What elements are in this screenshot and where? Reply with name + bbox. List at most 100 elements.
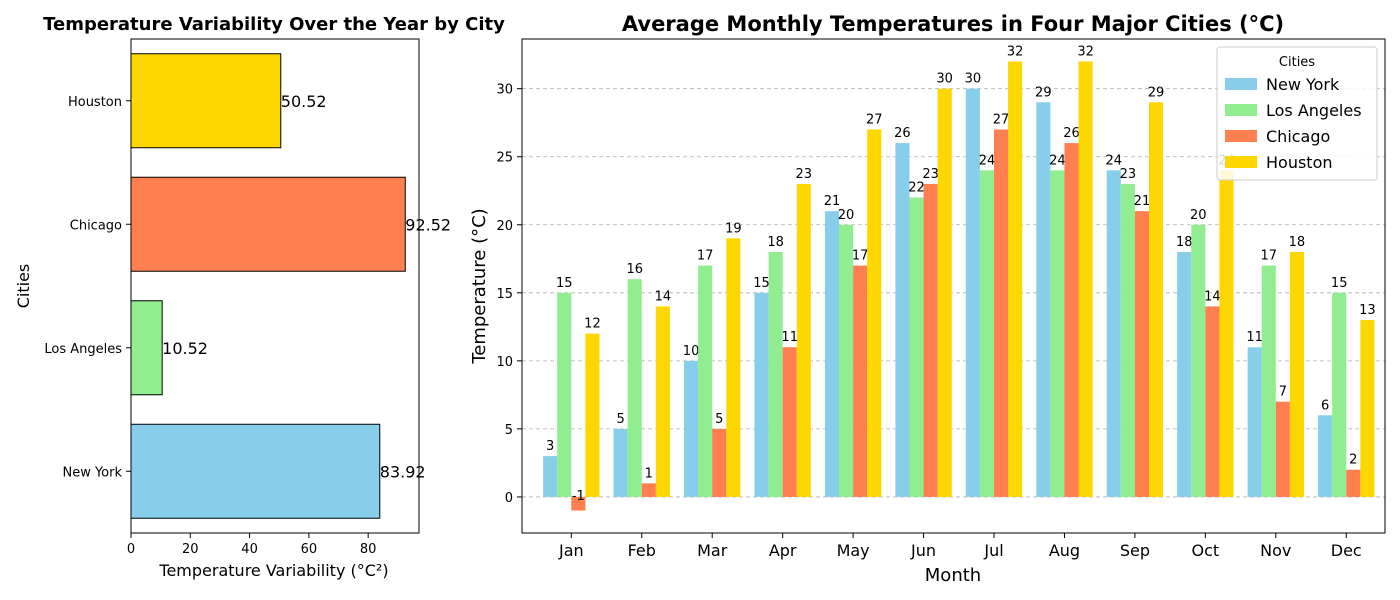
plot-frame [521, 38, 1386, 534]
bar-chicago-oct [1205, 306, 1220, 497]
bar-houston-jun [937, 88, 952, 497]
left-chart: 83.92 New York 10.52 Los Angeles 92.52 Chicag… [44, 38, 451, 557]
bar-new-york-dec [1318, 415, 1333, 497]
right-chart: 0510152025303510152126302924181161516171… [496, 38, 1386, 560]
bar-value-label: 29 [1148, 85, 1165, 100]
x-tick-label: Jul [983, 541, 1003, 560]
bar-chicago-apr [782, 347, 797, 497]
x-tick-label: 60 [301, 542, 318, 557]
bar-value-label: 29 [1035, 85, 1052, 100]
y-tick-label: 10 [496, 355, 513, 370]
x-tick-label: Sep [1120, 541, 1150, 560]
bar-value-label: 32 [1077, 44, 1094, 59]
legend-swatch [1225, 78, 1257, 90]
bar-chicago-feb [641, 483, 656, 497]
bar-los-angeles-sep [1120, 183, 1135, 497]
legend-swatch [1225, 130, 1257, 142]
bar-value-label: 17 [852, 249, 869, 264]
y-tick-label: 5 [505, 423, 513, 438]
x-tick-label: Nov [1260, 541, 1291, 560]
left-chart-xlabel: Temperature Variability (°C²) [158, 561, 388, 580]
x-tick-label: Dec [1331, 541, 1362, 560]
bar-chicago-nov [1275, 401, 1290, 497]
bar-value-label: 24 [1049, 153, 1066, 168]
bar-value-label: 17 [1260, 249, 1277, 264]
bar-value-label: 27 [993, 112, 1010, 127]
bar-new-york-jan [543, 456, 558, 497]
bar-value-label: 26 [1063, 126, 1080, 141]
bar-value-label: 23 [1120, 167, 1137, 182]
bar-new-york [130, 423, 381, 519]
bar-value-label: 10 [683, 344, 700, 359]
bar-houston-apr [796, 183, 811, 497]
bar-los-angeles-oct [1191, 224, 1206, 497]
left-chart-title: Temperature Variability Over the Year by… [43, 14, 505, 35]
bar-chicago-jan [571, 496, 586, 511]
bar-value-label: 23 [796, 167, 813, 182]
bar-houston [130, 53, 282, 149]
bar-value-label: 3 [546, 439, 554, 454]
bar-value-label: 30 [965, 72, 982, 87]
bar-value-label: 22 [908, 181, 925, 196]
x-tick-label: Feb [628, 541, 656, 560]
bar-chicago-sep [1134, 211, 1149, 497]
bar-value-label: 18 [767, 235, 784, 250]
bar-value-label: 1 [645, 466, 653, 481]
y-tick-label: 20 [496, 219, 513, 234]
x-tick-label: May [837, 541, 870, 560]
bar-los-angeles-feb [627, 279, 642, 497]
bar-value-label: 50.52 [281, 92, 327, 111]
bar-value-label: 17 [697, 249, 714, 264]
bar-chicago-mar [712, 428, 727, 497]
bar-los-angeles-may [839, 224, 854, 497]
bar-houston-jul [1008, 61, 1023, 497]
bar-los-angeles-dec [1332, 292, 1347, 497]
bar-los-angeles-mar [698, 265, 713, 497]
bar-value-label: 24 [979, 153, 996, 168]
bar-los-angeles-jan [557, 292, 572, 497]
bar-chicago-aug [1064, 143, 1079, 497]
right-chart-title: Average Monthly Temperatures in Four Maj… [622, 12, 1284, 36]
y-tick-label: Los Angeles [44, 342, 122, 357]
bar-value-label: 15 [556, 276, 573, 291]
y-tick-label: Chicago [70, 218, 122, 233]
bar-value-label: 20 [838, 208, 855, 223]
y-tick-label: New York [62, 465, 122, 480]
bar-value-label: 10.52 [162, 339, 208, 358]
bar-chicago [130, 176, 406, 272]
bar-houston-may [867, 129, 882, 497]
y-tick-label: 0 [505, 491, 513, 506]
bar-chicago-dec [1346, 469, 1361, 497]
bar-new-york-jun [895, 143, 910, 497]
x-tick-label: 20 [182, 542, 199, 557]
x-tick-label: 80 [360, 542, 377, 557]
bar-value-label: 18 [1176, 235, 1193, 250]
bar-new-york-apr [754, 292, 769, 497]
bar-chicago-jul [994, 129, 1009, 497]
bar-value-label: 16 [626, 262, 643, 277]
bar-value-label: 14 [655, 289, 672, 304]
bar-houston-nov [1289, 251, 1304, 497]
bar-value-label: 21 [1134, 194, 1151, 209]
bar-value-label: 5 [715, 412, 723, 427]
y-tick-label: 30 [496, 83, 513, 98]
bar-houston-dec [1360, 320, 1375, 497]
bar-value-label: 15 [753, 276, 770, 291]
bar-value-label: 2 [1349, 453, 1357, 468]
bar-chicago-may [853, 265, 868, 497]
legend: Cities New York Los Angeles Chicago Houston [1216, 46, 1378, 181]
x-tick-label: Oct [1192, 541, 1220, 560]
bar-value-label: 12 [584, 317, 601, 332]
bar-los-angeles-jun [909, 197, 924, 497]
x-tick-label: Jan [558, 541, 584, 560]
bar-value-label: 27 [866, 112, 883, 127]
bar-new-york-mar [684, 360, 699, 497]
legend-swatch [1225, 156, 1257, 168]
bar-value-label: 15 [1331, 276, 1348, 291]
bar-new-york-aug [1036, 102, 1051, 497]
x-tick-label: Aug [1049, 541, 1080, 560]
legend-entry: Los Angeles [1266, 101, 1362, 120]
bar-houston-mar [726, 238, 741, 497]
